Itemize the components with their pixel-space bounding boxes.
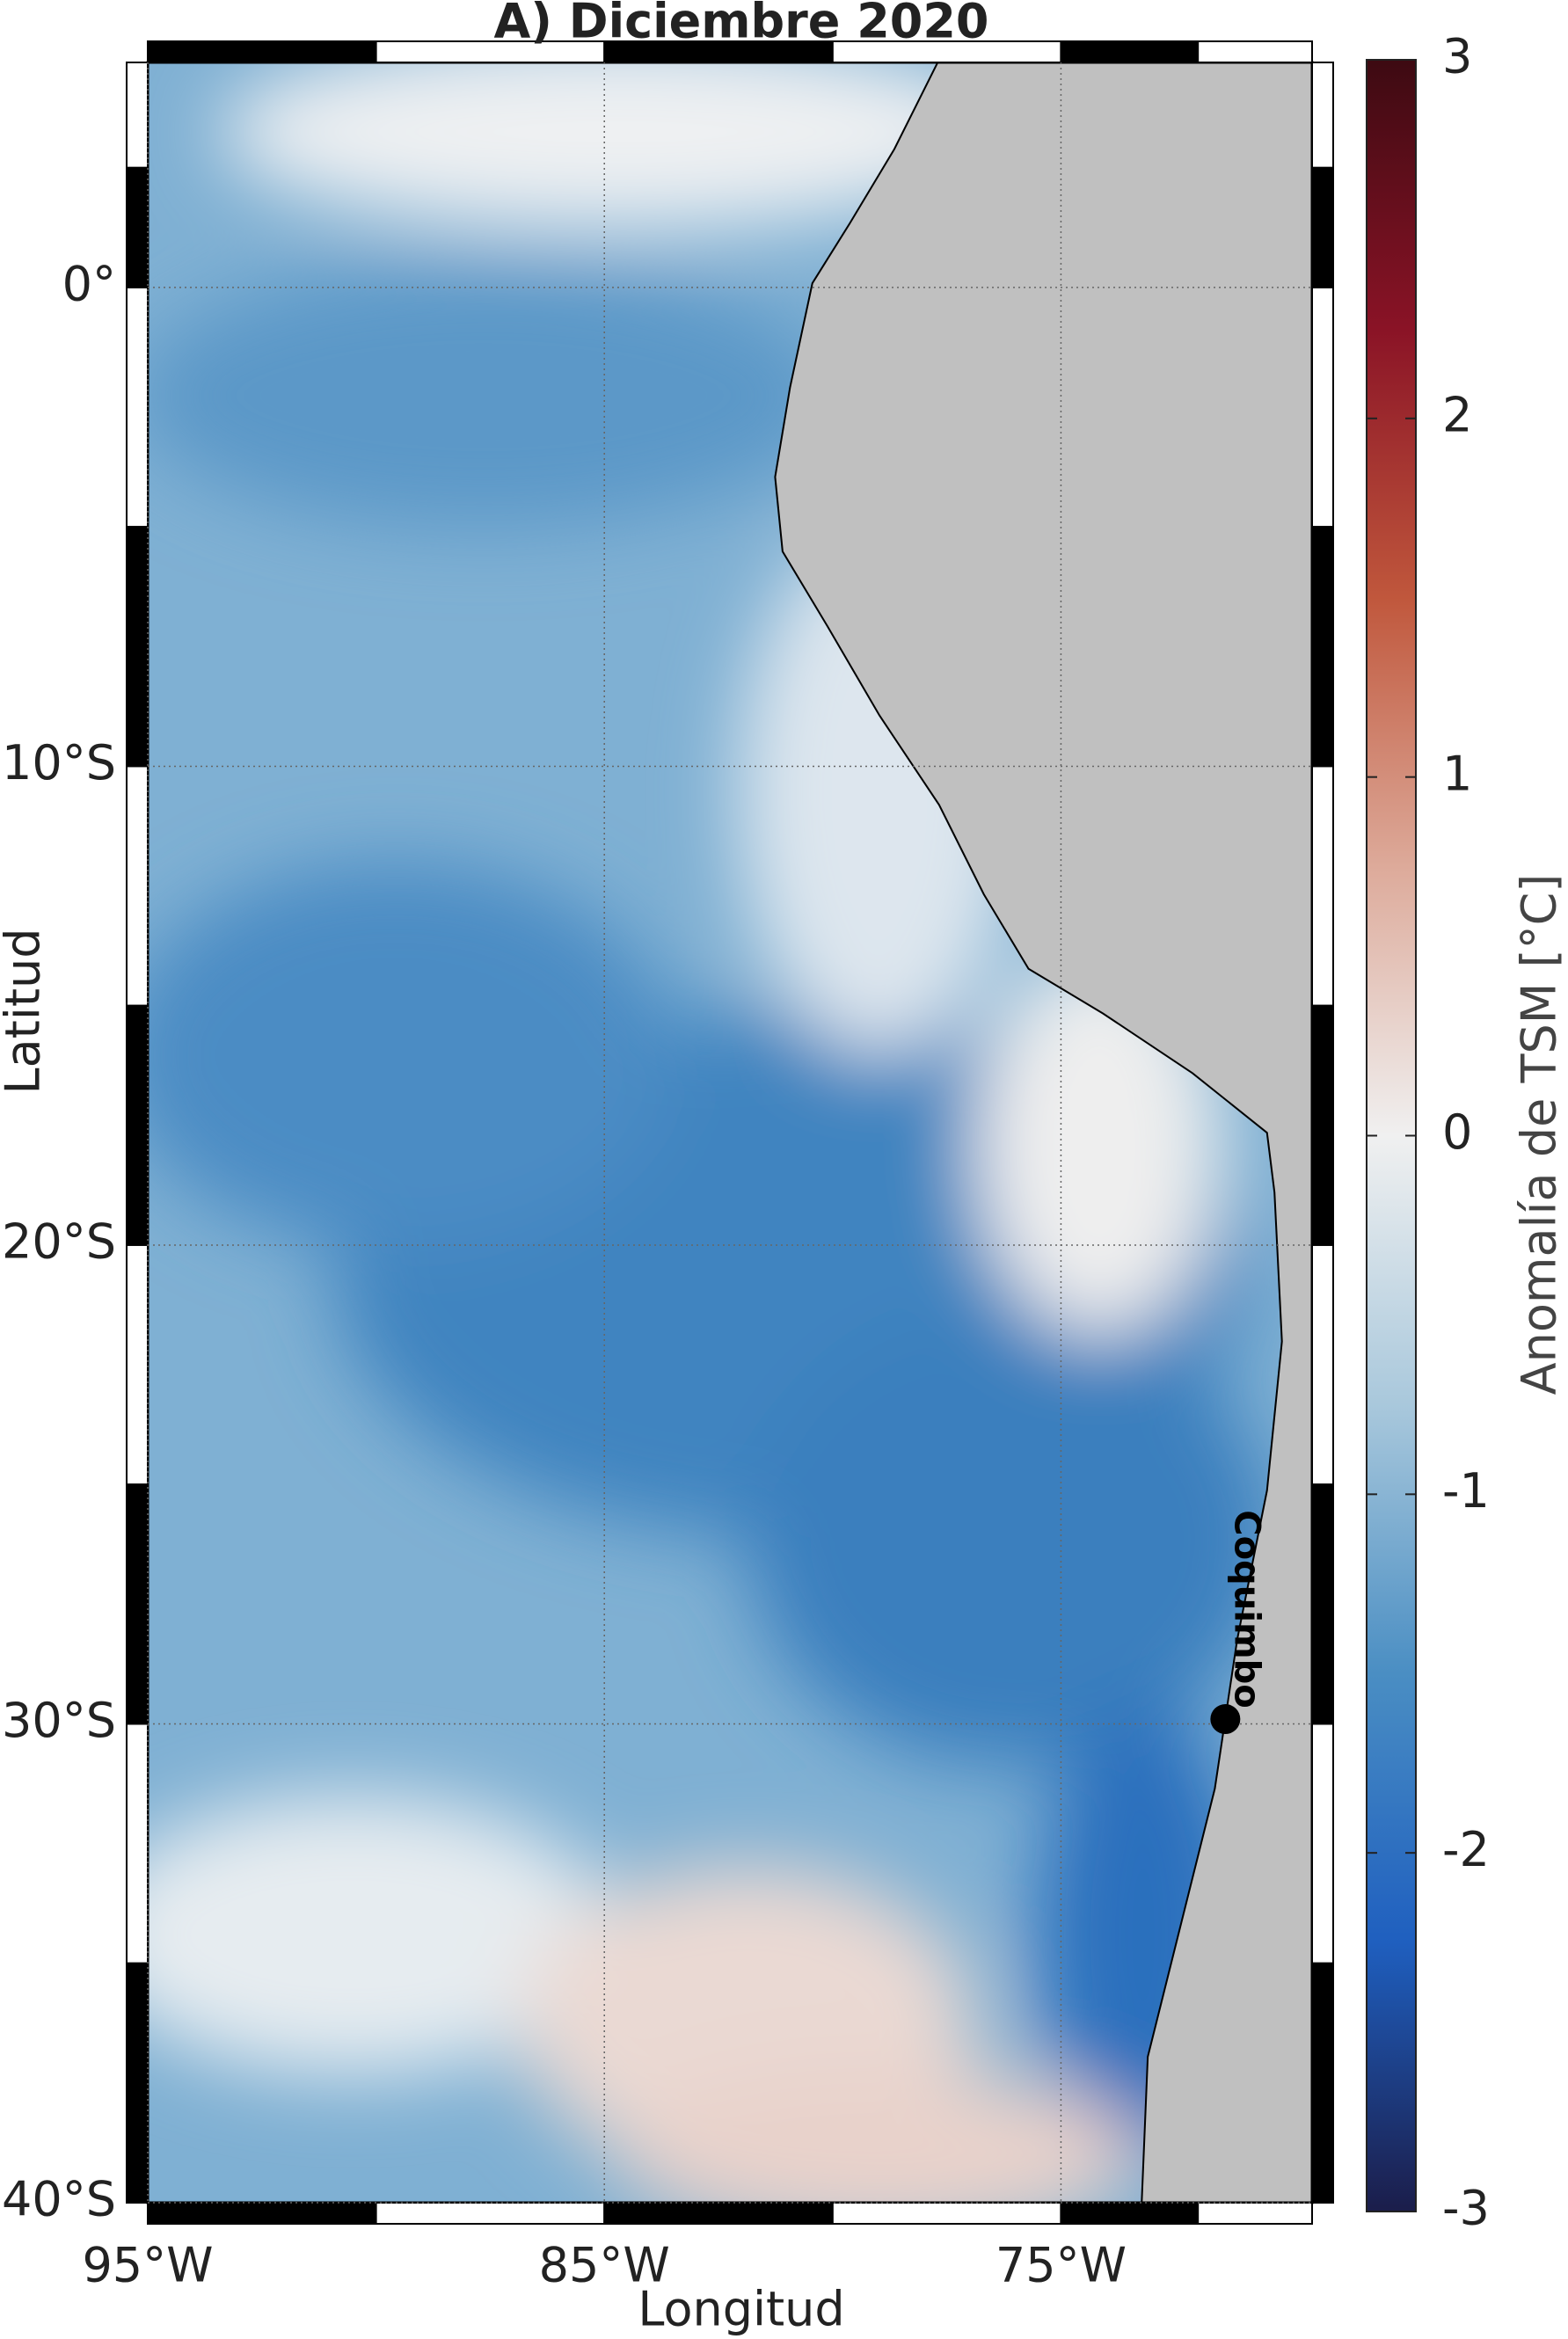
chart-title: A) Diciembre 2020 — [493, 0, 988, 49]
map-border — [126, 40, 1334, 2225]
border-segment — [126, 765, 149, 1007]
border-segment — [126, 1483, 149, 1725]
x-tick-label: 95°W — [82, 2238, 213, 2293]
border-segment — [603, 40, 834, 63]
border-segment — [1311, 1243, 1334, 1486]
border-segment — [1311, 765, 1334, 1007]
colorbar-tick-label: -3 — [1442, 2181, 1490, 2236]
border-segment — [1197, 40, 1313, 63]
colorbar-label: Anomalía de TSM [°C] — [1512, 874, 1567, 1395]
border-segment — [126, 526, 149, 768]
border-segment — [1311, 1004, 1334, 1246]
city-marker — [1210, 1704, 1241, 1735]
colorbar-tick-label: 0 — [1442, 1104, 1472, 1160]
border-segment — [1311, 286, 1334, 528]
border-segment — [1060, 40, 1200, 63]
y-tick-label: 10°S — [2, 735, 116, 791]
sst-field — [148, 62, 1312, 2203]
y-tick-label: 30°S — [2, 1693, 116, 1748]
colorbar-tick-label: -2 — [1442, 1822, 1490, 1877]
colorbar-tick-label: 3 — [1442, 29, 1472, 84]
border-segment — [126, 1962, 149, 2204]
border-segment — [126, 62, 149, 169]
border-segment — [603, 2202, 834, 2225]
colorbar-tick-label: 2 — [1442, 387, 1472, 442]
border-segment — [126, 1004, 149, 1246]
border-segment — [126, 1723, 149, 1964]
border-segment — [831, 40, 1062, 63]
border-segment — [375, 2202, 606, 2225]
border-segment — [126, 1243, 149, 1486]
y-axis-label: Latitud — [0, 928, 51, 1094]
border-segment — [1311, 1962, 1334, 2204]
y-tick-label: 40°S — [2, 2172, 116, 2227]
city-label: Coquimbo — [1226, 1510, 1266, 1708]
border-segment — [147, 40, 377, 63]
x-tick-label: 85°W — [539, 2238, 670, 2293]
border-segment — [147, 2202, 377, 2225]
border-segment — [126, 286, 149, 528]
colorbar-tick-label: 1 — [1442, 746, 1472, 801]
x-tick-label: 75°W — [995, 2238, 1127, 2293]
border-segment — [1311, 1483, 1334, 1725]
y-tick-label: 20°S — [2, 1214, 116, 1270]
border-segment — [1197, 2202, 1313, 2225]
y-tick-label: 0° — [62, 257, 116, 312]
border-segment — [1311, 1723, 1334, 1964]
colorbar-tick-label: -1 — [1442, 1463, 1490, 1519]
border-segment — [126, 166, 149, 288]
border-segment — [375, 40, 606, 63]
border-segment — [1311, 166, 1334, 288]
land — [774, 62, 1312, 2203]
border-segment — [1060, 2202, 1200, 2225]
border-segment — [1311, 62, 1334, 169]
border-segment — [1311, 526, 1334, 768]
border-segment — [831, 2202, 1062, 2225]
x-axis-label: Longitud — [638, 2282, 844, 2337]
